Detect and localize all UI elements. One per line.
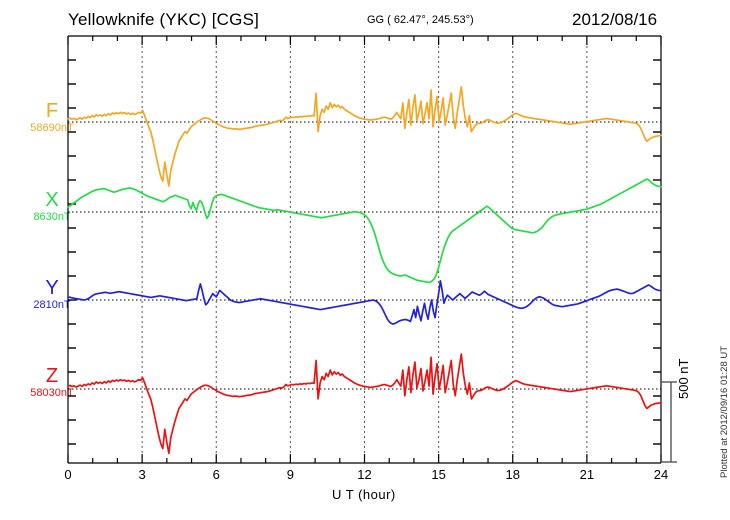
- component-label-f: F 58690nT: [24, 101, 80, 135]
- x-tick-3: 3: [138, 467, 146, 482]
- component-letter-z: Z: [45, 365, 59, 387]
- component-letter-x: X: [45, 189, 59, 211]
- component-label-z: Z 58030nT: [24, 366, 80, 400]
- component-label-x: X 8630nT: [24, 190, 80, 224]
- x-tick-9: 9: [286, 467, 294, 482]
- scale-bar: [661, 381, 677, 463]
- x-tick-15: 15: [431, 467, 446, 482]
- trace-x: [67, 178, 662, 284]
- x-tick-0: 0: [64, 467, 72, 482]
- station-title: Yellowknife (YKC) [CGS]: [68, 10, 260, 29]
- trace-y: [67, 279, 662, 325]
- geographic-coordinates: GG ( 62.47°, 245.53°): [367, 14, 474, 26]
- x-axis-title: U T (hour): [332, 487, 396, 502]
- x-tick-12: 12: [357, 467, 372, 482]
- x-tick-21: 21: [579, 467, 595, 482]
- component-label-y: Y 2810nT: [24, 278, 80, 312]
- observation-date: 2012/08/16: [572, 10, 658, 29]
- axis-frame: [67, 35, 662, 464]
- grid-lines: [141, 36, 588, 463]
- component-baseline-f: 58690nT: [30, 122, 74, 134]
- component-baseline-x: 8630nT: [33, 211, 71, 223]
- x-tick-18: 18: [505, 467, 520, 482]
- component-letter-f: F: [45, 100, 59, 122]
- component-baseline-z: 58030nT: [30, 387, 74, 399]
- data-traces: [67, 85, 662, 455]
- x-tick-6: 6: [212, 467, 220, 482]
- trace-f: [67, 85, 662, 187]
- x-tick-24: 24: [653, 467, 669, 482]
- component-letter-y: Y: [45, 277, 59, 299]
- baseline-lines: [68, 121, 661, 390]
- component-baseline-y: 2810nT: [33, 299, 71, 311]
- trace-z: [67, 353, 662, 455]
